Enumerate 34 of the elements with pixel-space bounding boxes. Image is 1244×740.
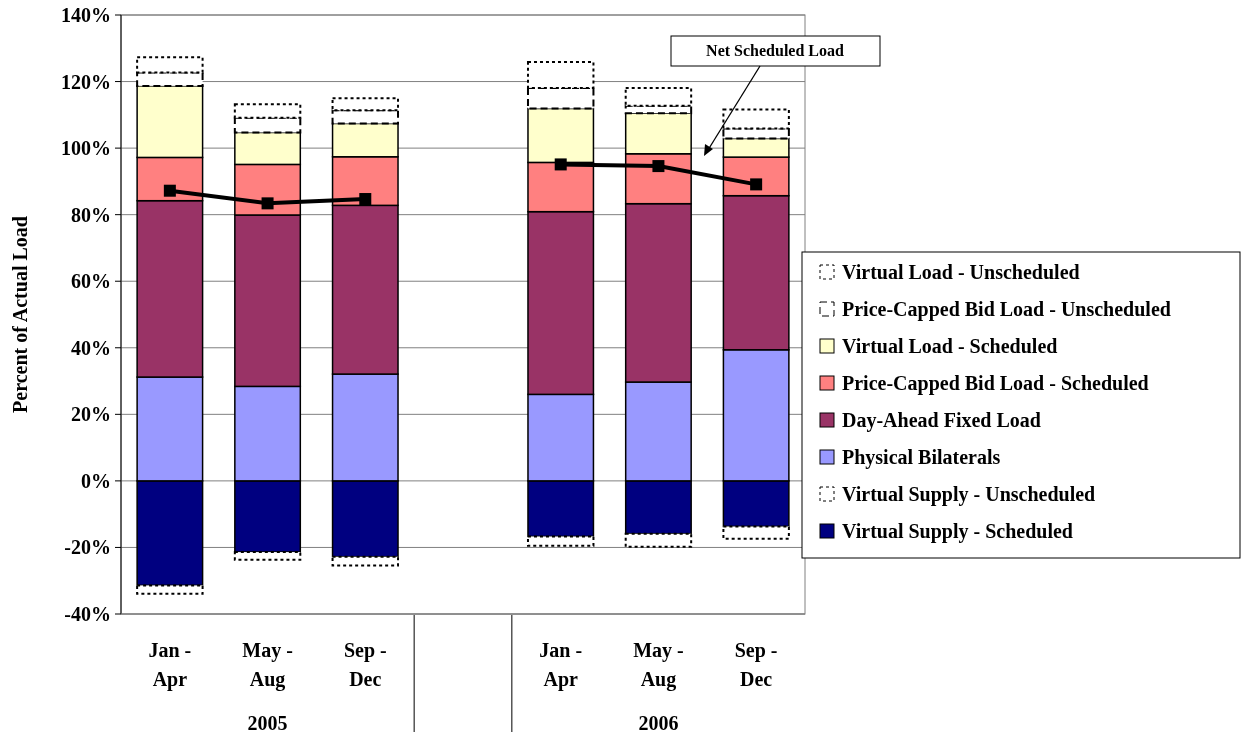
y-tick-label: 0% xyxy=(81,469,111,492)
y-tick-label: 60% xyxy=(71,270,111,293)
x-tick-label: May - Aug xyxy=(633,639,684,691)
point xyxy=(359,193,372,206)
x-tick-label: Sep - Dec xyxy=(734,639,778,690)
text: 2006 xyxy=(638,712,679,734)
y-tick-label: -20% xyxy=(64,536,111,559)
legend-label: Virtual Supply - Unscheduled xyxy=(842,483,1096,506)
y-tick-label: 140% xyxy=(61,4,111,26)
y-tick-label: 20% xyxy=(71,403,111,426)
x-tick-label: May - Aug xyxy=(242,639,293,691)
legend-label: Price-Capped Bid Load - Unscheduled xyxy=(842,298,1171,321)
legend-label: Day-Ahead Fixed Load xyxy=(842,409,1041,432)
y-axis-title: Percent of Actual Load xyxy=(9,216,31,413)
y-tick-label: 40% xyxy=(71,336,111,359)
y-tick-label: 120% xyxy=(61,70,111,93)
legend-label: Virtual Load - Scheduled xyxy=(842,335,1058,357)
legend-label: Virtual Supply - Scheduled xyxy=(842,520,1073,543)
text: Net Scheduled Load xyxy=(706,41,844,59)
point xyxy=(554,158,567,171)
text: 2005 xyxy=(247,712,288,734)
legend-label: Price-Capped Bid Load - Scheduled xyxy=(842,372,1149,395)
x-tick-label: Jan - Apr xyxy=(148,639,192,691)
y-tick-label: 100% xyxy=(61,137,111,160)
point xyxy=(652,160,665,173)
y-tick-label: 80% xyxy=(71,203,111,226)
legend-label: Virtual Load - Unscheduled xyxy=(842,261,1080,283)
y-tick-label: -40% xyxy=(64,603,111,625)
legend-label: Physical Bilaterals xyxy=(842,446,1001,469)
point xyxy=(750,178,763,191)
x-tick-label: Jan - Apr xyxy=(539,639,583,691)
point xyxy=(261,197,274,210)
point xyxy=(163,184,176,197)
x-tick-label: Sep - Dec xyxy=(343,639,387,690)
